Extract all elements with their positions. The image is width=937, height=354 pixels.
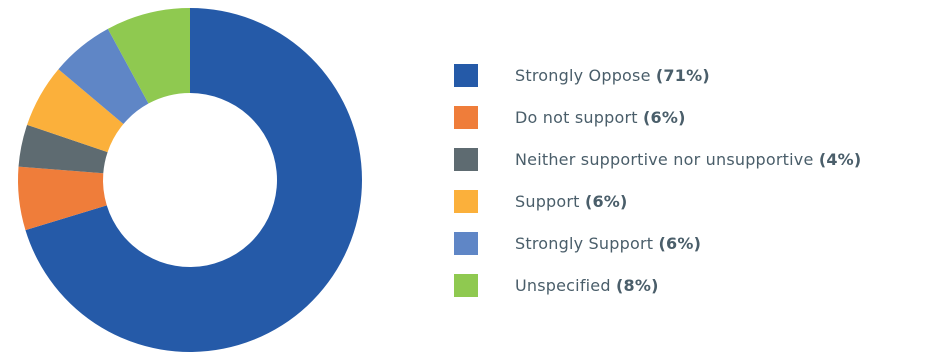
donut-slice-do-not-support — [18, 166, 107, 231]
donut-plot — [18, 8, 363, 352]
legend-swatch-neither — [454, 147, 478, 171]
legend-item-do-not-support: Do not support (6%) — [454, 105, 686, 129]
legend-swatch-do-not-support — [454, 105, 478, 129]
legend-swatch-support — [454, 189, 478, 213]
legend-name: Neither supportive nor unsupportive — [515, 149, 814, 169]
legend-percent: (6%) — [584, 191, 628, 211]
legend-item-strongly-oppose: Strongly Oppose (71%) — [454, 63, 710, 87]
legend-name: Do not support — [515, 107, 638, 127]
legend-item-strongly-support: Strongly Support (6%) — [454, 231, 701, 255]
legend-label: Support (6%) — [515, 192, 628, 211]
donut-slice-strongly-support — [58, 28, 149, 124]
legend-label: Neither supportive nor unsupportive (4%) — [515, 150, 861, 169]
donut-slice-unspecified — [107, 8, 190, 104]
legend-swatch-strongly-support — [454, 231, 478, 255]
legend-item-support: Support (6%) — [454, 189, 628, 213]
legend-percent: (6%) — [658, 233, 702, 253]
legend-swatch-unspecified — [454, 273, 478, 297]
legend-swatch-strongly-oppose — [454, 63, 478, 87]
donut-slice-strongly-oppose — [25, 8, 363, 352]
legend-percent: (8%) — [616, 275, 659, 295]
legend-name: Unspecified — [515, 275, 611, 295]
legend-label: Unspecified (8%) — [515, 276, 659, 295]
legend-percent: (6%) — [643, 107, 686, 127]
legend-name: Strongly Oppose — [515, 65, 651, 85]
donut-slice-support — [27, 69, 124, 153]
legend-percent: (4%) — [818, 149, 862, 169]
legend: Strongly Oppose (71%) Do not support (6%… — [454, 0, 934, 354]
legend-name: Support — [515, 191, 580, 211]
donut-slice-neither-supportive-nor-unsupportive — [18, 124, 108, 174]
legend-label: Do not support (6%) — [515, 108, 686, 127]
legend-label: Strongly Support (6%) — [515, 234, 701, 253]
legend-item-unspecified: Unspecified (8%) — [454, 273, 659, 297]
legend-item-neither: Neither supportive nor unsupportive (4%) — [454, 147, 861, 171]
legend-percent: (71%) — [655, 65, 710, 85]
legend-name: Strongly Support — [515, 233, 654, 253]
legend-label: Strongly Oppose (71%) — [515, 66, 710, 85]
